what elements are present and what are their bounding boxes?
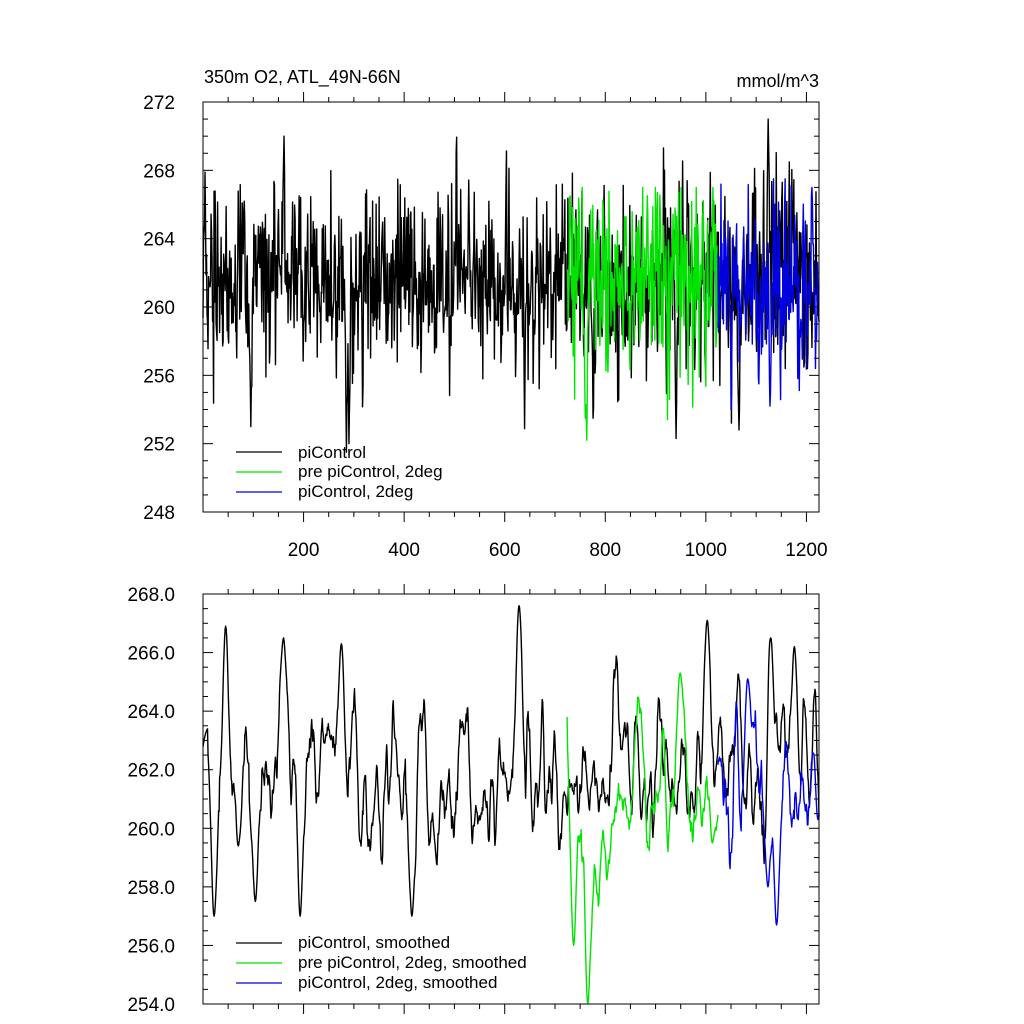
y-tick-label: 256.0 (127, 936, 175, 957)
x-tick-label: 800 (589, 540, 621, 561)
y-tick-label: 260.0 (127, 819, 175, 840)
legend-label-pre-picontrol-2deg: pre piControl, 2deg (298, 462, 443, 481)
legend-label-pre-picontrol-2deg-smoothed: pre piControl, 2deg, smoothed (298, 953, 527, 972)
series-line-pre-picontrol-2deg (566, 186, 719, 441)
units-label: mmol/m^3 (737, 71, 819, 91)
y-tick-label: 248 (143, 503, 175, 524)
y-tick-label: 254.0 (127, 995, 175, 1016)
top-plot-frame (202, 101, 820, 513)
y-tick-label: 268.0 (127, 585, 175, 606)
y-tick-label: 256 (143, 366, 175, 387)
legend-label-picontrol-smoothed: piControl, smoothed (298, 933, 450, 952)
x-tick-label: 200 (288, 540, 320, 561)
y-tick-label: 262.0 (127, 761, 175, 782)
series-line-picontrol-smoothed (202, 605, 820, 917)
y-tick-label: 268 (143, 161, 175, 182)
bottom-panel-ticks: 254.0 256.0 258.0 260.0 262.0 264.0 266.0 268.0 (127, 584, 819, 1016)
series-line-pre-picontrol-2deg-smoothed (566, 672, 719, 1005)
x-tick-label: 1200 (785, 540, 827, 561)
y-tick-label: 258.0 (127, 878, 175, 899)
x-tick-label: 1000 (685, 540, 727, 561)
series-line-picontrol-2deg-smoothed (717, 678, 820, 926)
y-tick-label: 260 (143, 298, 175, 319)
legend-label-picontrol-2deg: piControl, 2deg (298, 482, 413, 501)
y-tick-label: 264 (143, 230, 175, 251)
y-tick-label: 266.0 (127, 644, 175, 665)
series-line-picontrol-2deg (717, 178, 820, 411)
legend-label-picontrol-2deg-smoothed: piControl, 2deg, smoothed (298, 973, 497, 992)
y-tick-label: 252 (143, 435, 175, 456)
top-legend: piControl pre piControl, 2deg piControl,… (236, 443, 443, 501)
bottom-panel-series (202, 605, 820, 1005)
bottom-legend: piControl, smoothed pre piControl, 2deg,… (236, 933, 527, 992)
top-panel: 350m O2, ATL_49N-66N mmol/m^3 248 252 256 2… (143, 67, 827, 561)
y-tick-label: 272 (143, 93, 175, 114)
y-tick-label: 264.0 (127, 702, 175, 723)
legend-label-picontrol: piControl (298, 443, 366, 462)
top-panel-series (202, 118, 820, 453)
chart-title: 350m O2, ATL_49N-66N (204, 67, 401, 88)
bottom-panel: 254.0 256.0 258.0 260.0 262.0 264.0 266.0 268.0… (127, 584, 820, 1016)
x-tick-label: 600 (489, 540, 521, 561)
bottom-plot-frame (202, 593, 820, 1005)
x-tick-label: 400 (388, 540, 420, 561)
